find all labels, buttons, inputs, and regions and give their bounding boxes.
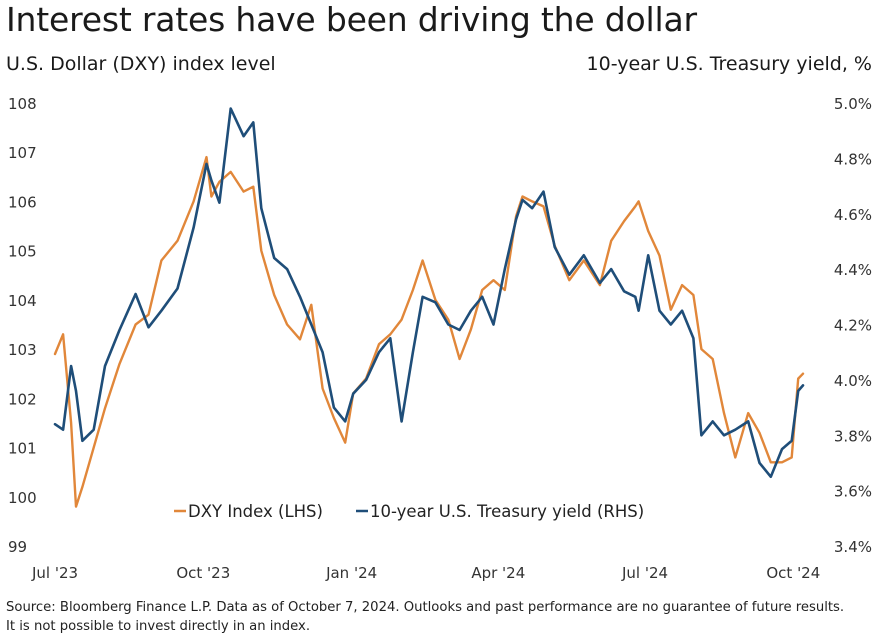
- left-tick-label: 100: [8, 489, 37, 507]
- x-tick-label: Oct '23: [176, 564, 230, 582]
- left-tick-label: 99: [8, 538, 27, 556]
- x-tick-label: Apr '24: [471, 564, 525, 582]
- right-tick-label: 3.4%: [834, 538, 872, 556]
- right-tick-label: 4.0%: [834, 372, 872, 390]
- right-axis-title: 10-year U.S. Treasury yield, %: [586, 53, 872, 75]
- legend-label-dxy: DXY Index (LHS): [188, 502, 323, 521]
- left-axis-title: U.S. Dollar (DXY) index level: [6, 53, 276, 75]
- x-tick-label: Jul '24: [621, 564, 668, 582]
- left-tick-label: 108: [8, 95, 37, 113]
- x-tick-label: Jan '24: [325, 564, 377, 582]
- dxy-series-line: [53, 155, 805, 508]
- x-tick-label: Oct '24: [766, 564, 820, 582]
- right-tick-label: 4.2%: [834, 317, 872, 335]
- source-line-2: It is not possible to invest directly in…: [6, 619, 311, 634]
- right-tick-label: 5.0%: [834, 95, 872, 113]
- right-tick-label: 3.8%: [834, 427, 872, 445]
- yield-series-line: [53, 107, 805, 479]
- left-tick-label: 103: [8, 341, 37, 359]
- left-tick-label: 107: [8, 144, 37, 162]
- source-note: Source: Bloomberg Finance L.P. Data as o…: [6, 598, 844, 636]
- legend-label-yield: 10-year U.S. Treasury yield (RHS): [370, 502, 644, 521]
- right-tick-label: 3.6%: [834, 483, 872, 501]
- left-tick-label: 104: [8, 292, 37, 310]
- right-tick-label: 4.6%: [834, 206, 872, 224]
- source-line-1: Source: Bloomberg Finance L.P. Data as o…: [6, 600, 845, 615]
- left-tick-label: 105: [8, 243, 37, 261]
- chart-title: Interest rates have been driving the dol…: [6, 0, 697, 39]
- right-tick-label: 4.8%: [834, 150, 872, 168]
- left-tick-label: 106: [8, 193, 37, 211]
- left-tick-label: 101: [8, 440, 37, 458]
- left-tick-label: 102: [8, 390, 37, 408]
- x-tick-label: Jul '23: [31, 564, 78, 582]
- right-tick-label: 4.4%: [834, 261, 872, 279]
